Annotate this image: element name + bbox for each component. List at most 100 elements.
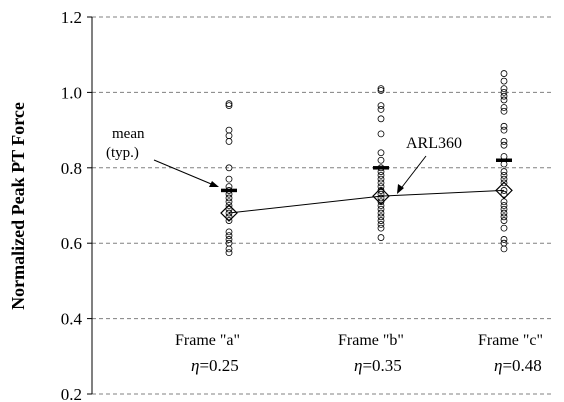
eta-symbol: η (191, 356, 199, 375)
arl360-annotation: ARL360 (406, 135, 462, 152)
mean-annotation-arrowhead (209, 181, 219, 187)
data-point (377, 179, 385, 187)
data-point (225, 138, 233, 145)
data-points (225, 70, 508, 257)
data-point (500, 209, 508, 217)
data-point (377, 224, 385, 232)
eta-value: =0.35 (362, 356, 401, 375)
data-point (377, 190, 385, 198)
y-tick-label: 1.0 (61, 83, 82, 102)
data-point (500, 138, 508, 145)
data-point (225, 228, 233, 236)
eta-value: =0.25 (199, 356, 238, 375)
data-point (225, 164, 233, 172)
data-point (500, 92, 508, 100)
y-axis-ticks: 0.2 0.4 0.6 0.8 1.0 1.2 (61, 8, 92, 402)
arl360-marker (372, 187, 390, 205)
data-point (377, 220, 385, 228)
data-point (377, 105, 385, 113)
y-axis-label: Normalized Peak PT Force (8, 102, 28, 310)
data-point (500, 96, 508, 104)
data-point (225, 217, 233, 224)
data-point (377, 87, 385, 94)
data-point (500, 224, 508, 232)
data-point (225, 202, 233, 209)
mean-markers (221, 158, 512, 193)
eta-label: η=0.35 (354, 356, 402, 375)
mean-annotation-line1: mean (112, 126, 145, 142)
data-point (225, 236, 233, 243)
data-point (377, 171, 385, 179)
eta-label: η=0.48 (494, 356, 542, 375)
data-point (225, 102, 233, 109)
data-point (500, 122, 508, 130)
group-label: Frame "a" (175, 332, 240, 349)
y-tick-label: 1.2 (61, 8, 82, 27)
arl360-annotation-arrowhead (397, 184, 404, 194)
eta-label: η=0.25 (191, 356, 239, 375)
data-point (377, 102, 385, 109)
group-label: Frame "c" (478, 332, 543, 349)
data-point (377, 149, 385, 157)
data-point (500, 202, 508, 209)
data-point (377, 175, 385, 183)
arl360-marker (495, 181, 513, 200)
data-point (377, 130, 385, 138)
data-point (377, 234, 385, 241)
y-tick-label: 0.4 (61, 310, 83, 329)
data-point (500, 245, 508, 253)
data-point (500, 190, 508, 198)
arl360-marker (220, 204, 238, 222)
data-point (225, 175, 233, 183)
data-point (500, 205, 508, 213)
group-label: Frame "b" (338, 332, 404, 349)
annotations: mean (typ.) ARL360 (106, 126, 462, 194)
data-point (225, 213, 233, 221)
data-point (500, 141, 508, 149)
data-point (500, 236, 508, 243)
data-point (377, 183, 385, 191)
mean-annotation-line2: (typ.) (106, 145, 139, 161)
data-point (500, 70, 508, 77)
data-point (500, 171, 508, 179)
data-point (225, 132, 233, 140)
data-point (500, 213, 508, 221)
data-point (500, 85, 508, 93)
data-point (500, 126, 508, 134)
gridlines (92, 16, 554, 395)
data-point (377, 85, 385, 93)
data-point (500, 107, 508, 115)
mean-annotation-arrow (153, 159, 217, 187)
data-point (377, 194, 385, 202)
data-point (500, 168, 508, 175)
data-point (225, 249, 233, 257)
data-point (225, 126, 233, 134)
data-point (225, 205, 233, 213)
data-point (377, 156, 385, 164)
data-point (500, 217, 508, 224)
y-tick-label: 0.6 (61, 234, 82, 253)
data-point (377, 209, 385, 217)
data-point (377, 205, 385, 213)
data-point (500, 179, 508, 187)
arl360-annotation-arrow (398, 155, 427, 192)
eta-symbol: η (354, 356, 362, 375)
data-point (225, 194, 233, 202)
data-point (377, 115, 385, 123)
y-tick-label: 0.8 (61, 159, 82, 178)
data-point (225, 232, 233, 240)
arl360-line (228, 189, 505, 214)
eta-symbol: η (494, 356, 502, 375)
y-tick-label: 0.2 (61, 385, 82, 402)
data-point (225, 100, 233, 108)
eta-value: =0.48 (502, 356, 541, 375)
data-point (377, 202, 385, 209)
data-point (377, 213, 385, 221)
data-point (500, 89, 508, 96)
data-point (377, 217, 385, 224)
data-point (500, 104, 508, 111)
arl360-series (220, 181, 513, 222)
